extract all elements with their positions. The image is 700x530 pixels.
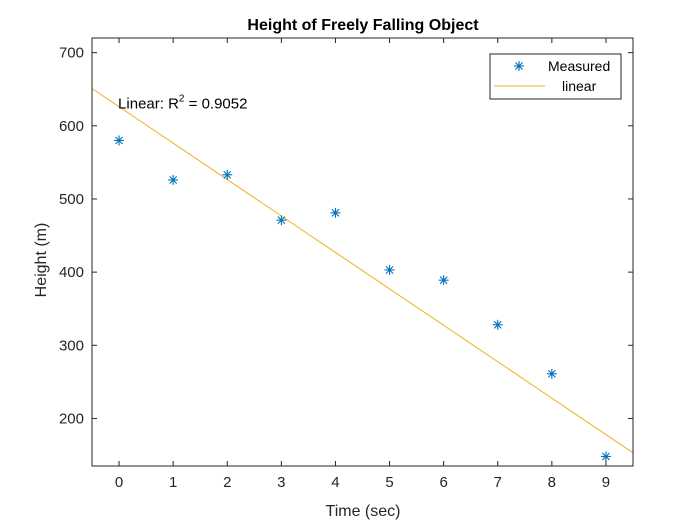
legend-box [489,53,622,100]
ticks-layer: 0 1 2 3 4 5 6 7 8 9 200 300 400 500 600 700 [59,38,633,491]
axes-box [91,37,634,467]
x-tick-label: 3 [277,474,285,491]
x-tick-label: 8 [548,474,556,491]
data-point-measured [222,169,233,180]
chart-title: Height of Freely Falling Object [247,17,479,34]
y-tick-label: 500 [59,191,84,208]
data-point-measured [546,368,557,379]
data-point-measured [168,174,179,185]
y-tick-label: 700 [59,45,84,62]
x-tick-label: 7 [494,474,502,491]
legend-label-linear: linear [562,78,597,94]
x-tick-label: 6 [439,474,447,491]
data-point-measured [492,319,503,330]
y-axis-label: Height (m) [33,223,50,298]
x-tick-label: 2 [223,474,231,491]
x-tick-label: 5 [385,474,393,491]
data-point-measured [438,275,449,286]
series-layer [91,88,634,462]
data-point-measured [330,207,341,218]
y-tick-label: 200 [59,410,84,427]
y-tick-label: 400 [59,264,84,281]
x-tick-label: 4 [331,474,339,491]
x-tick-label: 0 [115,474,123,491]
data-point-measured [384,264,395,275]
x-tick-label: 9 [602,474,610,491]
linear-fit-line [91,88,634,454]
r-squared-annotation: Linear: R2 = 0.9052 [118,94,247,113]
legend-marker-measured-icon [514,61,524,71]
plot-area [92,38,633,466]
legend-asterisk [514,61,524,71]
data-point-measured [276,215,287,226]
data-point-measured [114,135,125,146]
x-tick-label: 1 [169,474,177,491]
annotation-suffix: = 0.9052 [184,96,247,113]
legend-label-measured: Measured [548,58,610,74]
x-axis-label: Time (sec) [326,503,401,520]
annotation-prefix: Linear: R [118,96,179,113]
data-point-measured [600,451,611,462]
legend: Measured linear [489,53,622,100]
annotation-superscript: 2 [179,94,185,105]
y-tick-label: 600 [59,118,84,135]
y-tick-label: 300 [59,337,84,354]
